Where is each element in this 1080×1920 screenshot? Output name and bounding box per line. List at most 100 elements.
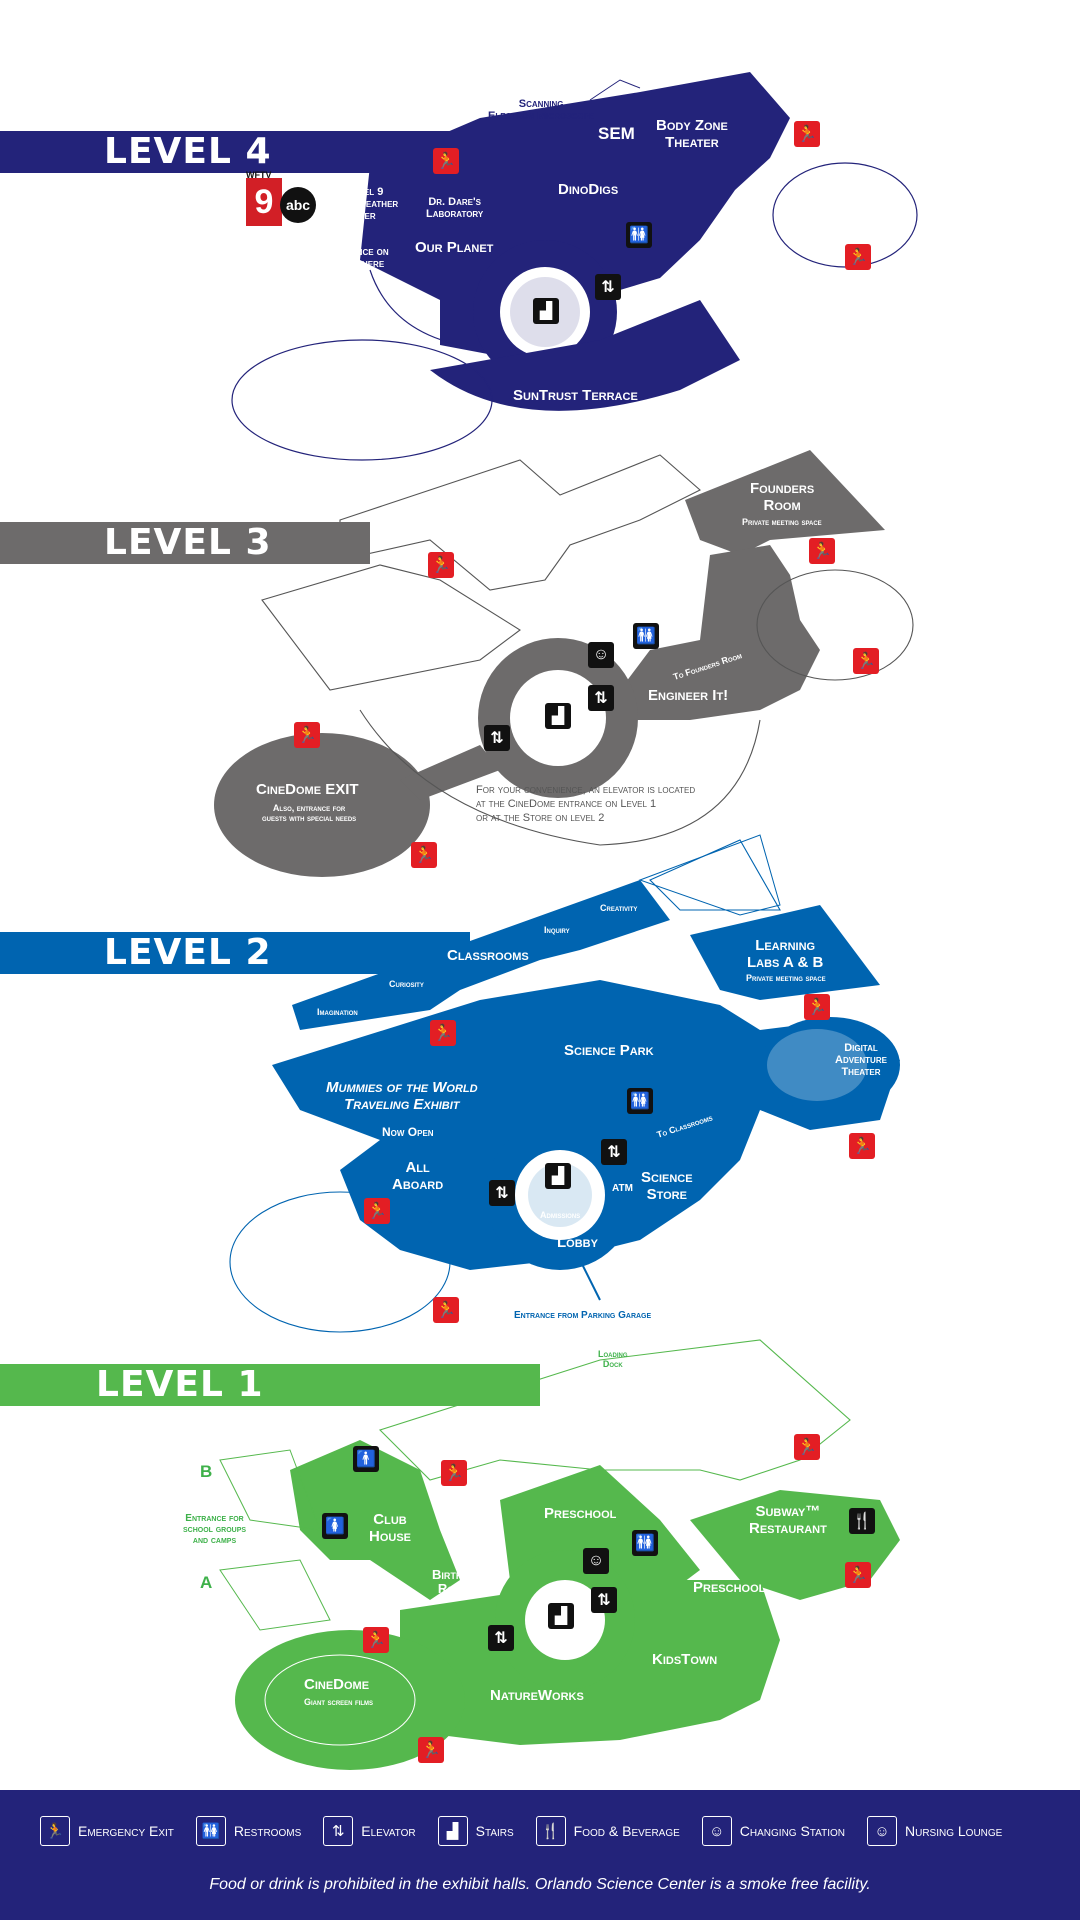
- stairs-icon: ▟: [548, 1603, 574, 1629]
- club-house-label: Club House: [369, 1511, 412, 1545]
- level2-band: [0, 932, 470, 974]
- restrooms-icon: 🚻: [627, 1088, 653, 1114]
- nursing-lounge-icon: ☺: [867, 1816, 897, 1846]
- restrooms-icon: 🚻: [195, 1816, 226, 1846]
- level4-band: [0, 131, 470, 173]
- emergency-exit-icon: 🏃: [804, 994, 830, 1020]
- stairs-icon: ▟: [545, 703, 571, 729]
- legend-restrooms: 🚻 Restrooms: [195, 1816, 301, 1846]
- suntrust-terrace-label: SunTrust Terrace: [513, 387, 638, 404]
- emergency-exit-icon: 🏃: [418, 1737, 444, 1763]
- elevator-icon: ⇅: [489, 1180, 515, 1206]
- curiosity-label: Curiosity: [389, 979, 424, 989]
- level3-band: [0, 522, 370, 564]
- level2-map: [229, 834, 900, 1333]
- birthday-rooms-label: Birthday Rooms: [432, 1567, 481, 1597]
- changing-station-icon: ☺: [701, 1816, 732, 1846]
- legend-note: Food or drink is prohibited in the exhib…: [209, 1876, 871, 1893]
- level4-title: LEVEL 4: [104, 131, 272, 172]
- emergency-exit-icon: 🏃: [364, 1198, 390, 1224]
- emergency-exit-icon: 🏃: [433, 1297, 459, 1323]
- science-on-sphere-label: Science on a Sphere: [336, 246, 389, 271]
- elevator-icon: ⇅: [588, 685, 614, 711]
- dr-dare-label: Dr. Dare's Laboratory: [426, 196, 484, 221]
- restrooms-icon: 🚻: [633, 623, 659, 649]
- subway-restaurant-label: Subway™ Restaurant: [749, 1503, 827, 1537]
- preschool-top-label: Preschool: [544, 1505, 617, 1522]
- food-beverage-icon: 🍴: [849, 1508, 875, 1534]
- now-open-label: Now Open: [382, 1125, 434, 1139]
- emergency-exit-icon: 🏃: [294, 722, 320, 748]
- restrooms-icon: 🚻: [632, 1530, 658, 1556]
- legend-emergency-exit: 🏃 Emergency Exit: [40, 1816, 174, 1846]
- elevator-icon: ⇅: [601, 1139, 627, 1165]
- learning-labs-label: Learning Labs A & B: [747, 937, 824, 971]
- level3-title: LEVEL 3: [104, 522, 272, 563]
- legend-elevator: ⇅ Elevator: [323, 1816, 416, 1846]
- elevator-icon: ⇅: [595, 274, 621, 300]
- sem-label: SEM: [598, 124, 635, 143]
- imagination-label: Imagination: [317, 1007, 358, 1017]
- natureworks-label: NatureWorks: [490, 1687, 584, 1704]
- elevator-icon: ⇅: [323, 1816, 354, 1846]
- mummies-label: Mummies of the World Traveling Exhibit: [326, 1079, 478, 1113]
- inquiry-label: Inquiry: [544, 925, 570, 935]
- kidstown-label: KidsTown: [652, 1651, 718, 1668]
- emergency-exit-icon: 🏃: [430, 1020, 456, 1046]
- emergency-exit-icon: 🏃: [809, 538, 835, 564]
- legend-nursing-lounge: ☺ Nursing Lounge: [867, 1816, 1002, 1846]
- school-entrance-label: Entrance for school groups and camps: [183, 1513, 247, 1546]
- digital-adventure-label: Digital Adventure Theater: [835, 1042, 887, 1079]
- elevator-icon: ⇅: [484, 725, 510, 751]
- channel9-label: Channel 9 Severe Weather Center: [318, 186, 399, 223]
- admissions-label: Admissions: [540, 1210, 581, 1220]
- restrooms-icon: 🚹: [353, 1446, 379, 1472]
- emergency-exit-icon: 🏃: [845, 244, 871, 270]
- atm-label: ATM: [612, 1183, 633, 1194]
- preschool-right-label: Preschool: [693, 1579, 766, 1596]
- founders-room-subtitle: Private meeting space: [742, 517, 822, 527]
- body-zone-label: Body Zone Theater: [656, 117, 728, 151]
- floor-map: [214, 72, 918, 1770]
- emergency-exit-icon: 🏃: [853, 648, 879, 674]
- level1-band: [0, 1364, 540, 1406]
- nursing-lounge-icon: ☺: [588, 642, 614, 668]
- elevator-icon: ⇅: [488, 1625, 514, 1651]
- legend-stairs: ▟ Stairs: [437, 1816, 514, 1846]
- founders-room-label: Founders Room: [750, 480, 815, 514]
- cinedome-exit-label: CineDome EXIT: [256, 781, 359, 798]
- entrance-b-label: B: [200, 1462, 213, 1481]
- creativity-label: Creativity: [600, 903, 638, 913]
- cinedome-exit-subtitle: Also, entrance for guests with special n…: [262, 803, 357, 823]
- emergency-exit-icon: 🏃: [845, 1562, 871, 1588]
- emergency-exit-icon: 🏃: [441, 1460, 467, 1486]
- stairs-icon: ▟: [437, 1816, 468, 1846]
- emergency-exit-icon: 🏃: [794, 121, 820, 147]
- science-store-label: Science Store: [641, 1169, 693, 1203]
- emergency-exit-icon: 🏃: [411, 842, 437, 868]
- elevator-note: For your convenience, an elevator is loc…: [476, 784, 696, 824]
- legend-changing-station: ☺ Changing Station: [701, 1816, 845, 1846]
- changing-station-icon: ☺: [583, 1548, 609, 1574]
- channel9-logo: 9: [246, 178, 282, 226]
- cinedome-label: CineDome: [304, 1676, 370, 1693]
- emergency-exit-icon: 🏃: [40, 1816, 70, 1846]
- emergency-exit-icon: 🏃: [363, 1627, 389, 1653]
- our-planet-label: Our Planet: [415, 239, 494, 256]
- loading-dock-label: Loading Dock: [598, 1349, 628, 1369]
- science-park-label: Science Park: [564, 1042, 654, 1059]
- level2-title: LEVEL 2: [104, 932, 272, 973]
- dinodigs-label: DinoDigs: [558, 181, 619, 198]
- level1-title: LEVEL 1: [96, 1364, 264, 1405]
- emergency-exit-icon: 🏃: [428, 552, 454, 578]
- restrooms-icon: 🚺: [322, 1513, 348, 1539]
- stairs-icon: ▟: [533, 298, 559, 324]
- scanning-microscope-label: Scanning Electron Microscope: [488, 98, 595, 123]
- classrooms-label: Classrooms: [447, 947, 529, 964]
- emergency-exit-icon: 🏃: [433, 148, 459, 174]
- stairs-icon: ▟: [545, 1163, 571, 1189]
- emergency-exit-icon: 🏃: [849, 1133, 875, 1159]
- engineer-it-label: Engineer It!: [648, 687, 729, 704]
- cinedome-subtitle: Giant screen films: [304, 1697, 374, 1707]
- map-legend: 🏃 Emergency Exit 🚻 Restrooms ⇅ Elevator …: [0, 1790, 1080, 1920]
